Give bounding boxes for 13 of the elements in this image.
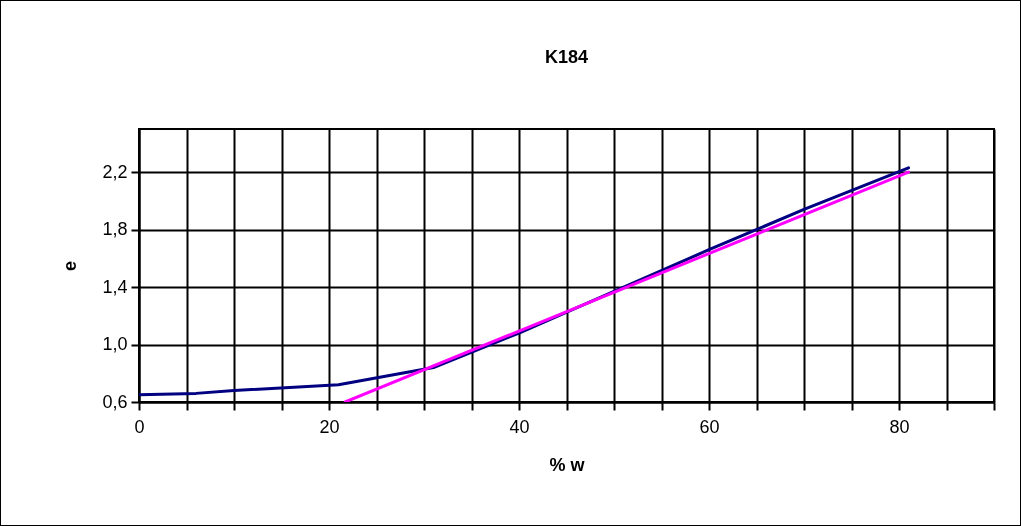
x-tick-label: 20 bbox=[319, 416, 340, 437]
x-tick-label: 80 bbox=[889, 416, 910, 437]
y-tick-label: 1,8 bbox=[102, 219, 128, 240]
y-tick-label: 1,0 bbox=[102, 334, 128, 355]
y-axis-title: e bbox=[60, 260, 81, 272]
y-tick-label: 0,6 bbox=[102, 391, 128, 412]
y-tick-label: 2,2 bbox=[102, 161, 128, 182]
x-tick-label: 0 bbox=[134, 416, 145, 437]
x-tick-label: 60 bbox=[699, 416, 720, 437]
chart-title: K184 bbox=[544, 47, 589, 67]
x-axis-title: % w bbox=[549, 454, 586, 475]
x-tick-label: 40 bbox=[509, 416, 530, 437]
y-tick-label: 1,4 bbox=[102, 276, 128, 297]
